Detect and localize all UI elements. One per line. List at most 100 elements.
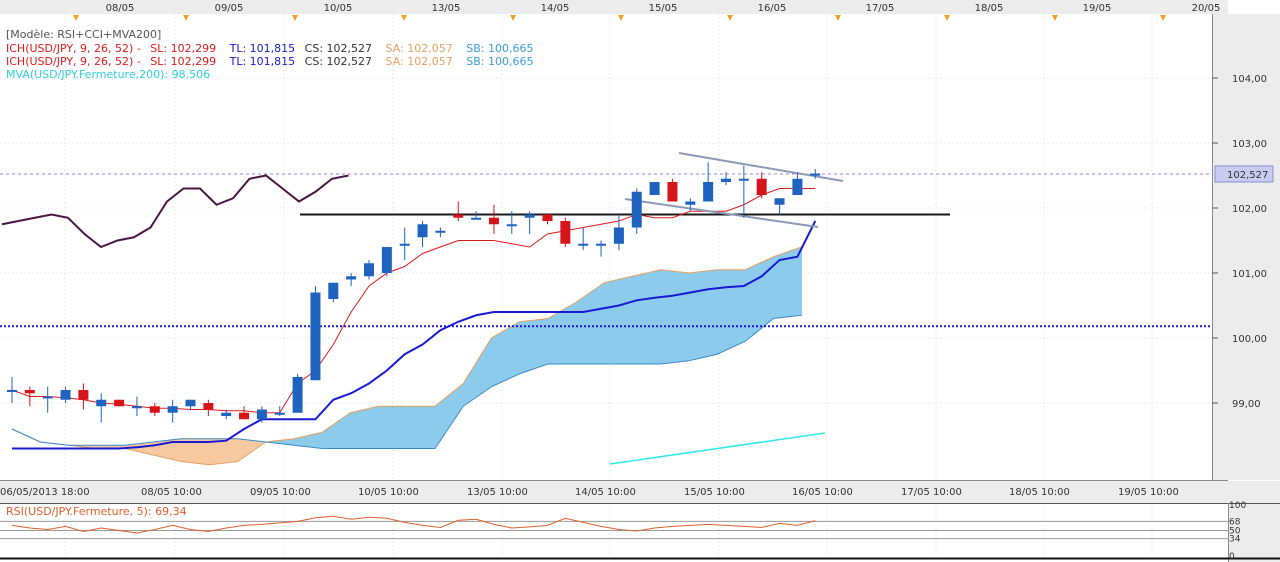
price-axis-label: 104,00	[1232, 74, 1267, 85]
time-axis-label: 16/05 10:00	[792, 487, 853, 498]
candle-body	[310, 292, 321, 381]
legend-ichimoku-1: ICH(USD/JPY, 9, 26, 52) - SL: 102,299 TL…	[6, 42, 533, 55]
time-axis-label: 18/05 10:00	[1009, 487, 1070, 498]
candle-body	[596, 243, 607, 246]
candle-body	[435, 230, 446, 233]
date-header-label: 10/05	[324, 3, 353, 14]
candle-body	[24, 390, 35, 394]
indicator-lines	[0, 173, 1212, 465]
date-marker-icon	[944, 15, 950, 21]
legend-ich2-sl: SL: 102,299	[150, 55, 216, 68]
candle-body	[488, 217, 499, 225]
time-axis-label: 19/05 10:00	[1118, 487, 1179, 498]
candle-body	[649, 182, 660, 195]
cloud-segment	[406, 406, 436, 449]
time-axis-label: 15/05 10:00	[684, 487, 745, 498]
legend-ichimoku-2: ICH(USD/JPY, 9, 26, 52) - SL: 102,299 TL…	[6, 55, 533, 68]
legend-ich2-sa: SA: 102,057	[386, 55, 453, 68]
time-axis-label: 10/05 10:00	[358, 487, 419, 498]
legend-mva: MVA(USD/JPY.Fermeture,200): 98,506	[6, 68, 210, 81]
candle-body	[114, 399, 125, 407]
date-marker-icon	[183, 15, 189, 21]
current-price-badge	[1214, 165, 1274, 183]
candle-body	[364, 263, 374, 277]
date-header-label: 17/05	[866, 3, 895, 14]
price-axis-label: 100,00	[1232, 334, 1267, 345]
candle-body	[96, 399, 107, 407]
candle-body	[631, 191, 642, 228]
rsi-line	[11, 515, 816, 534]
candle-body	[60, 390, 71, 400]
current-price-label: 102,527	[1227, 170, 1268, 181]
candle-body	[78, 390, 89, 400]
candle-body	[774, 198, 785, 205]
cloud-segment	[378, 406, 408, 449]
candle-body	[292, 377, 303, 413]
time-axis-label: 09/05 10:00	[250, 487, 311, 498]
candle-body	[417, 224, 428, 238]
candle-body	[721, 178, 731, 182]
rsi-axis-label: 34	[1229, 535, 1241, 545]
candle-body	[810, 173, 821, 176]
date-header-label: 20/05	[1192, 3, 1221, 14]
candle-body	[7, 390, 17, 392]
date-header-label: 09/05	[215, 3, 244, 14]
ichimoku-cloud	[11, 246, 802, 466]
rsi-axis-label: 50	[1229, 527, 1241, 537]
candle-body	[613, 227, 624, 244]
legend-rsi: RSI(USD/JPY.Fermeture, 5): 69,34	[6, 505, 187, 518]
legend-ich1-name: ICH(USD/JPY, 9, 26, 52) -	[6, 42, 141, 55]
time-axis-label: 13/05 10:00	[467, 487, 528, 498]
cloud-segment	[660, 269, 690, 365]
date-header-label: 19/05	[1083, 3, 1112, 14]
legend: [Modèle: RSI+CCI+MVA200] ICH(USD/JPY, 9,…	[6, 28, 533, 518]
rsi-axis-panel	[1228, 503, 1280, 562]
price-axis-label: 103,00	[1232, 139, 1267, 150]
date-marker-icon	[727, 15, 733, 21]
candle-body	[453, 214, 464, 218]
legend-ich2-name: ICH(USD/JPY, 9, 26, 52) -	[6, 55, 141, 68]
date-header-label: 14/05	[541, 3, 570, 14]
senkou-span-a	[11, 246, 802, 466]
candle-body	[381, 247, 392, 273]
date-marker-icon	[835, 15, 841, 21]
mva-line	[609, 432, 826, 465]
legend-model: [Modèle: RSI+CCI+MVA200]	[6, 28, 161, 41]
date-header-label: 13/05	[432, 3, 461, 14]
candle-body	[685, 201, 696, 205]
tenkan-line	[11, 188, 816, 414]
legend-ich2-sb: SB: 100,665	[466, 55, 533, 68]
chikou-line	[1, 174, 349, 249]
time-axis: 06/05/2013 18:00 08/05 10:00 09/05 10:00 10…	[0, 487, 1179, 498]
time-axis-label: 06/05/2013 18:00	[0, 487, 90, 498]
candle-body	[149, 406, 160, 413]
legend-ich1-sa: SA: 102,057	[386, 42, 453, 55]
legend-ich1-tl: TL: 101,815	[229, 42, 296, 55]
senkou-span-b	[11, 314, 802, 449]
candle-body	[738, 178, 749, 181]
date-header-bar	[0, 0, 1228, 14]
candle-body	[578, 243, 589, 246]
cloud-segment	[209, 438, 238, 466]
candle-body	[667, 182, 678, 202]
candle-body	[542, 214, 553, 221]
candle-body	[42, 396, 53, 399]
candle-body	[239, 412, 250, 420]
candle-body	[506, 224, 517, 227]
grid	[0, 14, 1212, 556]
date-header-label: 18/05	[975, 3, 1004, 14]
price-axis-label: 99,00	[1232, 399, 1261, 410]
cloud-segment	[688, 269, 718, 362]
price-axis-label: 101,00	[1232, 269, 1267, 280]
time-axis-label: 14/05 10:00	[575, 487, 636, 498]
candle-body	[399, 243, 410, 246]
cloud-segment	[716, 269, 746, 355]
date-header: 08/05 09/05 10/05 13/05 14/05 15/05 16/05 17/05…	[73, 3, 1220, 21]
candle-body	[256, 409, 267, 420]
candle-body	[131, 406, 142, 409]
candle-body	[167, 406, 178, 413]
legend-ich1-sb: SB: 100,665	[466, 42, 533, 55]
date-marker-icon	[1052, 15, 1058, 21]
